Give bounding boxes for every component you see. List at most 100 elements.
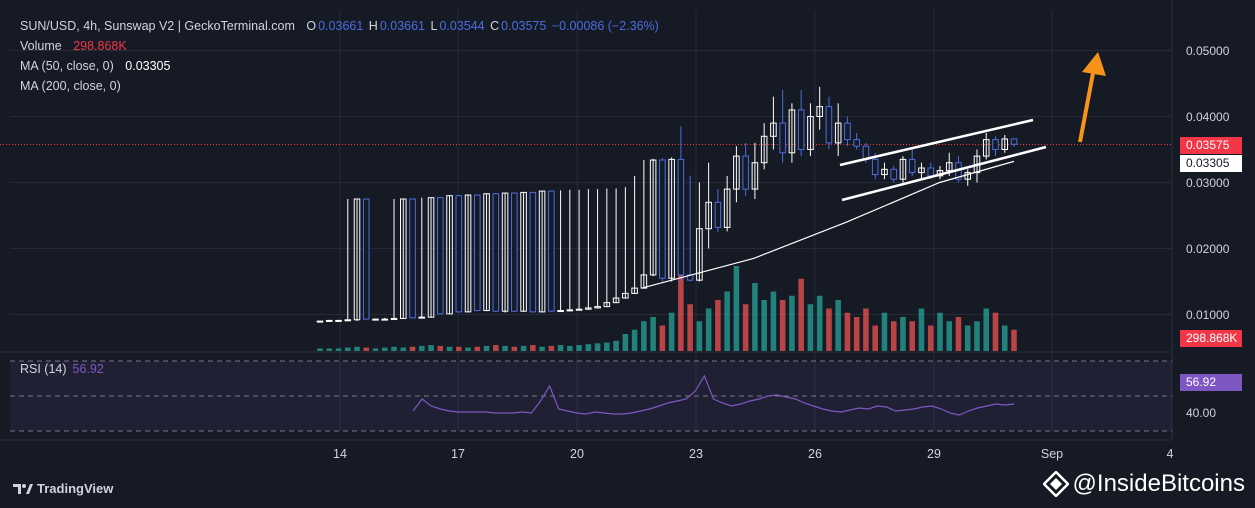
volume-bar [520, 345, 527, 351]
volume-bar [752, 283, 758, 351]
ma50-label: MA (50, close, 0) [20, 59, 114, 73]
candle-body [520, 191, 527, 312]
volume-bar [557, 345, 564, 351]
volume-bar [955, 317, 962, 351]
ma200-legend: MA (200, close, 0) [20, 79, 123, 93]
volume-bar [567, 345, 573, 351]
volume-bar [631, 329, 638, 351]
candle-body [733, 155, 740, 190]
candle-body [455, 195, 463, 313]
close-value: 0.03575 [501, 19, 547, 33]
candles [316, 86, 1018, 323]
volume-label: Volume [20, 39, 62, 53]
candle-body [325, 319, 333, 322]
volume-tag: 298.868K [1180, 330, 1242, 347]
volume-bar [585, 344, 592, 351]
candle-body [788, 109, 796, 154]
candle-body [418, 316, 426, 319]
volume-bar [511, 346, 518, 351]
volume-bar [372, 348, 379, 351]
volume-bar [539, 346, 545, 351]
volume-bar [678, 274, 684, 351]
volume-bar [715, 300, 721, 351]
volume-bar [789, 295, 795, 351]
candle-body [918, 167, 925, 174]
volume-bar [826, 308, 832, 351]
volume-bars [317, 266, 1017, 351]
candle-body [853, 139, 860, 147]
volume-bar [354, 346, 360, 351]
volume-bar [946, 321, 953, 351]
volume-bar [937, 312, 943, 351]
price-tick: 0.03000 [1186, 176, 1230, 190]
volume-bar [622, 334, 629, 351]
volume-value: 298.868K [73, 39, 127, 53]
rsi-legend-value: 56.92 [72, 362, 104, 376]
volume-bar [900, 317, 906, 351]
ma-price-tag: 0.03305 [1180, 155, 1242, 172]
candle-body [927, 167, 934, 177]
volume-bar [927, 325, 934, 351]
volume-bar [779, 300, 786, 351]
volume-bar [400, 347, 407, 351]
price-tick: 0.01000 [1186, 308, 1230, 322]
volume-bar [381, 347, 388, 351]
candle-body [751, 162, 759, 190]
volume-bar [696, 321, 703, 351]
x-tick: 29 [927, 447, 941, 461]
candle-body [492, 193, 500, 312]
trend-drawings [839, 52, 1106, 202]
x-tick: 20 [570, 447, 584, 461]
candle-body [483, 193, 490, 312]
candle-body [816, 106, 823, 117]
volume-bar [1001, 325, 1008, 351]
volume-bar [594, 343, 601, 351]
volume-bar [918, 308, 925, 351]
candle-body [409, 198, 416, 319]
volume-bar [613, 340, 619, 351]
candle-body [760, 135, 768, 164]
volume-bar [604, 342, 610, 351]
diamond-logo-icon [1042, 471, 1069, 497]
current-price-tag: 0.03575 [1180, 137, 1242, 154]
tradingview-label: TradingView [37, 481, 114, 496]
candle-body [649, 159, 657, 276]
high-label: H [368, 19, 378, 33]
candle-body [705, 201, 712, 230]
volume-bar [816, 295, 823, 351]
volume-bar [409, 346, 416, 351]
x-tick: 26 [808, 447, 822, 461]
rsi-value-tag: 56.92 [1180, 374, 1242, 391]
watermark: @InsideBitcoins [1042, 470, 1245, 498]
candle-body [945, 162, 953, 172]
volume-bar [474, 346, 481, 351]
candle-body [899, 158, 907, 180]
volume-bar [659, 325, 666, 351]
volume-bar [344, 347, 351, 351]
volume-legend: Volume 298.868K [20, 39, 129, 53]
candle-body [677, 158, 685, 276]
candle-body [631, 287, 638, 294]
volume-bar [687, 304, 693, 351]
candle-body [362, 198, 370, 320]
candle-body [575, 308, 583, 311]
candle-body [825, 106, 833, 144]
x-tick: 4 [1166, 447, 1174, 461]
ma50-value: 0.03305 [125, 59, 171, 73]
candle-body [612, 297, 620, 304]
candle-body [908, 158, 916, 174]
price-tick: 0.02000 [1186, 242, 1230, 256]
x-tick: 23 [689, 447, 703, 461]
volume-bar [872, 325, 878, 351]
volume-bar [742, 304, 749, 351]
ma50-path [641, 160, 1015, 289]
candle-body [807, 116, 814, 150]
change-value: −0.00086 (−2.36%) [551, 19, 659, 33]
candle-body [566, 309, 574, 312]
volume-bar [650, 317, 656, 351]
symbol-line: SUN/USD, 4h, Sunswap V2 | GeckoTerminal.… [20, 19, 295, 33]
tradingview-logo[interactable]: TradingView [12, 481, 113, 496]
volume-bar [437, 345, 444, 351]
